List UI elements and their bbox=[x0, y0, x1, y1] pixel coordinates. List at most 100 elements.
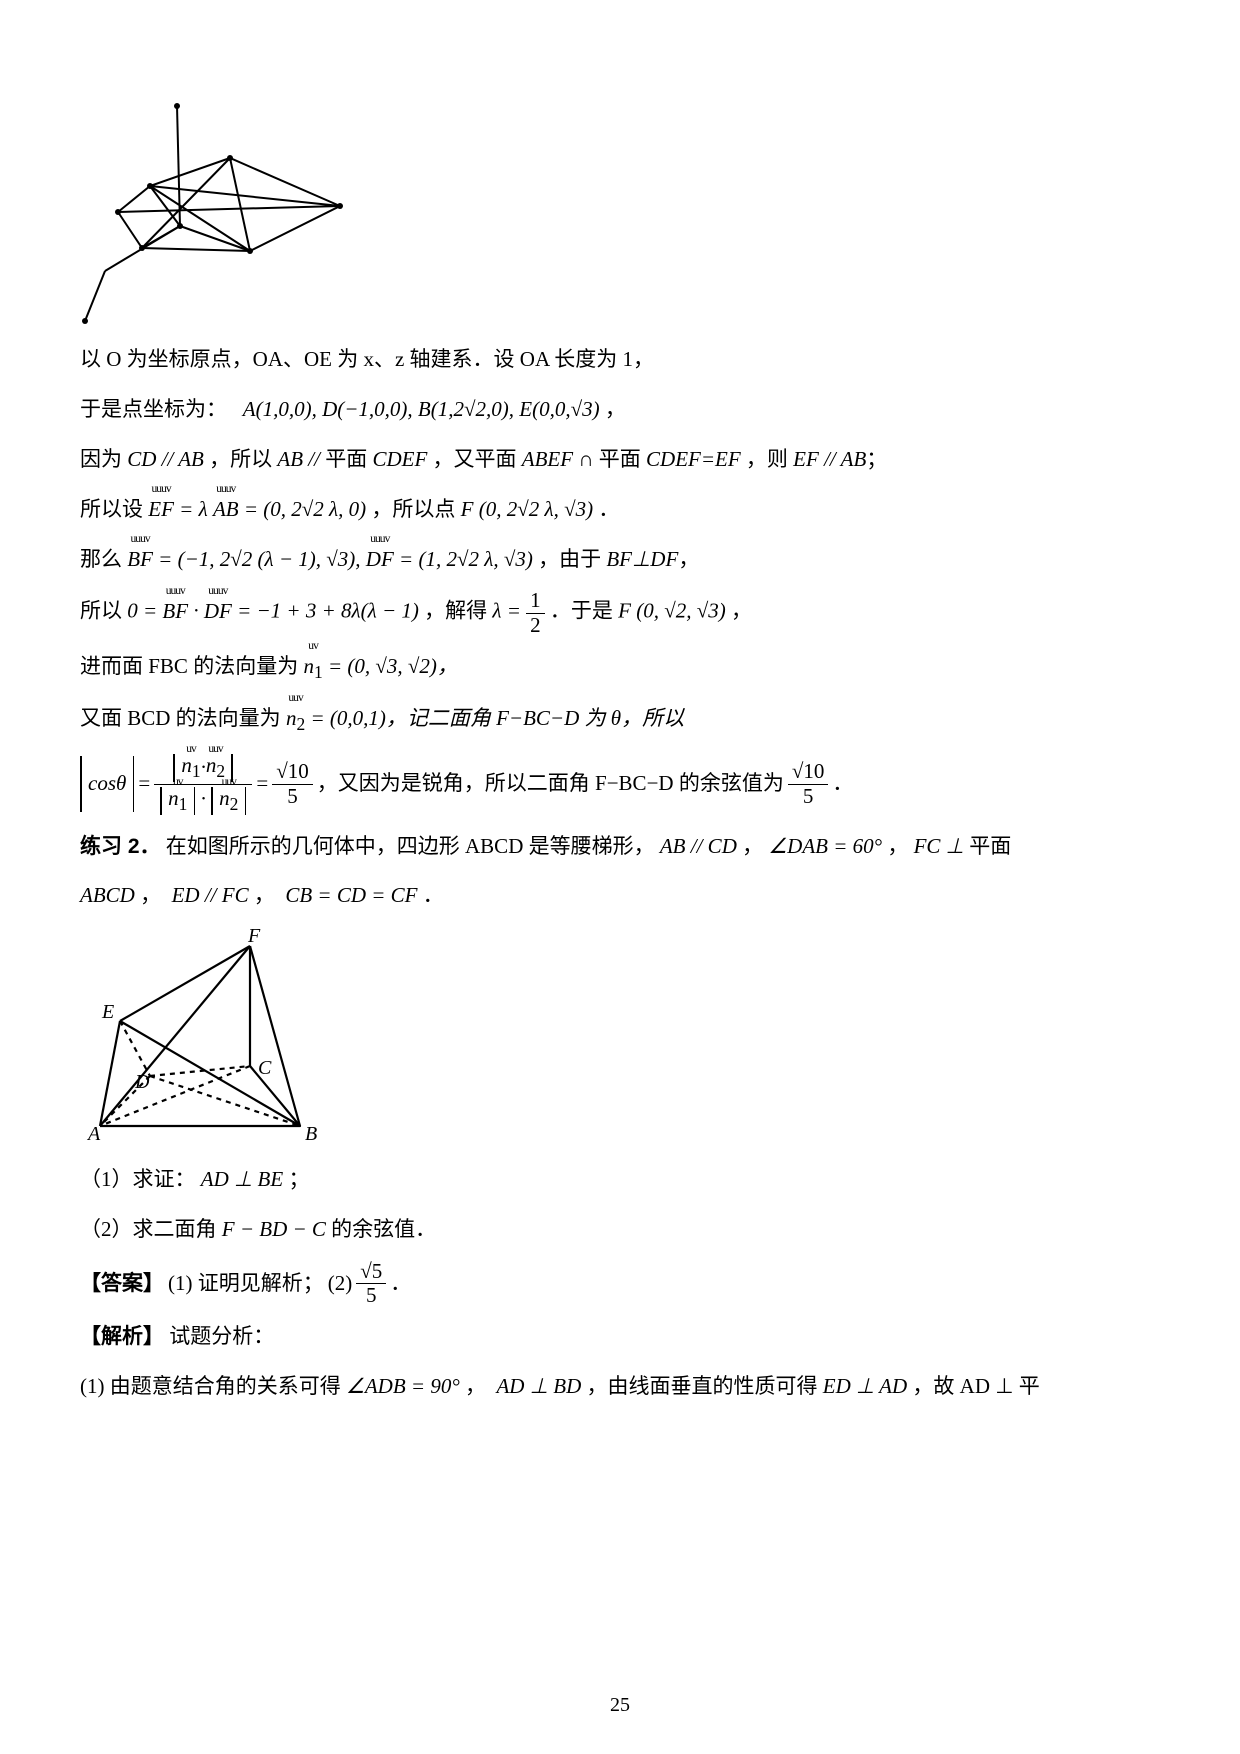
page-number: 25 bbox=[0, 1686, 1240, 1724]
q2-label: （2）求二面角 bbox=[80, 1217, 222, 1241]
ans-1: (1) 证明见解析； bbox=[168, 1264, 324, 1304]
geometry-figure-2: A B C D E F bbox=[80, 926, 340, 1146]
vec-EF: uuuvEF bbox=[148, 490, 174, 530]
para-so-set: 所以设 uuuvEF = λ uuuvAB = (0, 2√2 λ, 0) ，所… bbox=[80, 490, 1160, 530]
vec-DF2: uuuvDF bbox=[204, 592, 232, 632]
ans-2-pre: (2) bbox=[328, 1264, 353, 1304]
point-E: E(0,0,√3) bbox=[519, 397, 599, 421]
ex2-label: 练习 2． bbox=[80, 835, 161, 858]
question-1: （1）求证： AD ⊥ BE ； bbox=[80, 1160, 1160, 1200]
para-normal-fbc: 进而面 FBC 的法向量为 uvn1 = (0, √3, √2)， bbox=[80, 647, 1160, 689]
vec-n2: uuvn2 bbox=[286, 699, 305, 741]
svg-text:E: E bbox=[101, 1001, 114, 1023]
q2-tail: 的余弦值． bbox=[331, 1217, 436, 1241]
cdef: CDEF bbox=[372, 447, 427, 471]
ed-fc: ED // FC bbox=[172, 883, 249, 907]
cap: ∩ bbox=[578, 447, 593, 471]
para-solve-lambda: 所以 0 = uuuvBF · uuuvDF = −1 + 3 + 8λ(λ −… bbox=[80, 589, 1160, 636]
text: 平面 bbox=[325, 447, 372, 471]
vec-n1: uvn1 bbox=[303, 647, 322, 689]
comma: ， bbox=[887, 834, 908, 858]
text: 因为 bbox=[80, 447, 127, 471]
point-D: D(−1,0,0), bbox=[322, 397, 413, 421]
vec-DF: uuuvDF bbox=[366, 540, 394, 580]
df-val: = (1, 2√2 λ, √3) bbox=[399, 547, 533, 571]
num: √5 bbox=[356, 1260, 386, 1284]
comma: ， bbox=[140, 883, 161, 907]
ad-perp-bd: AD ⊥ BD bbox=[496, 1374, 581, 1398]
text: ，解得 bbox=[424, 599, 492, 623]
point-F2: F (0, √2, √3) bbox=[618, 599, 726, 623]
abef: ABEF bbox=[522, 447, 573, 471]
text: ．于是 bbox=[550, 599, 618, 623]
point-A: A(1,0,0), bbox=[243, 397, 317, 421]
text: ，由线面垂直的性质可得 bbox=[587, 1374, 823, 1398]
svg-text:A: A bbox=[86, 1123, 101, 1145]
frac-sqrt10-5: √10 5 bbox=[272, 760, 313, 807]
svg-text:D: D bbox=[134, 1071, 150, 1093]
figure-1 bbox=[80, 96, 1160, 326]
analysis-body: 试题分析： bbox=[169, 1324, 274, 1348]
angle-adb: ∠ADB = 90° bbox=[346, 1374, 460, 1398]
cb-cd-cf: CB = CD = CF bbox=[285, 883, 417, 907]
zero-eq: 0 = bbox=[127, 599, 162, 623]
eq: = λ bbox=[179, 497, 213, 521]
plane: 平面 bbox=[969, 834, 1011, 858]
n2-val: = (0,0,1)，记二面角 F−BC−D 为 θ，所以 bbox=[310, 706, 684, 730]
comma: ， bbox=[742, 834, 763, 858]
num: 1 bbox=[526, 589, 545, 613]
analysis-label: 【解析】 bbox=[80, 1324, 164, 1348]
comma: ， bbox=[465, 1374, 486, 1398]
cd-ab: CD // AB bbox=[127, 447, 204, 471]
cos-theta: cosθ bbox=[88, 764, 126, 804]
den: 5 bbox=[356, 1284, 386, 1307]
period: ． bbox=[832, 764, 853, 804]
n1-val: = (0, √3, √2)， bbox=[328, 654, 458, 678]
text: 又面 BCD 的法向量为 bbox=[80, 706, 286, 730]
den: 2 bbox=[526, 614, 545, 637]
text: 于是点坐标为： bbox=[80, 397, 227, 421]
text: ，又平面 bbox=[433, 447, 522, 471]
angle-dab: ∠DAB = 60° bbox=[768, 834, 882, 858]
vec-BF2: uuuvBF bbox=[162, 592, 188, 632]
ex2-body: 在如图所示的几何体中，四边形 ABCD 是等腰梯形， bbox=[166, 834, 655, 858]
geometry-figure-1 bbox=[80, 96, 380, 326]
ef-ab: EF // AB bbox=[793, 447, 866, 471]
den: 5 bbox=[272, 785, 313, 808]
figure-2: A B C D E F bbox=[80, 926, 1160, 1146]
ans-label: 【答案】 bbox=[80, 1264, 164, 1304]
para-normal-bcd: 又面 BCD 的法向量为 uuvn2 = (0,0,1)，记二面角 F−BC−D… bbox=[80, 699, 1160, 741]
svg-text:B: B bbox=[305, 1123, 317, 1145]
frac-half: 1 2 bbox=[526, 589, 545, 636]
text: (1) 由题意结合角的关系可得 bbox=[80, 1374, 346, 1398]
point-B: B(1,2√2,0), bbox=[418, 397, 514, 421]
exercise-2: 练习 2． 在如图所示的几何体中，四边形 ABCD 是等腰梯形， AB // C… bbox=[80, 827, 1160, 867]
bf-perp-df: BF⊥DF bbox=[606, 547, 678, 571]
comma: ， bbox=[731, 599, 752, 623]
period: ． bbox=[598, 497, 619, 521]
eq2: = bbox=[256, 764, 268, 804]
frac-n1n2: uvn1 · uuvn2 uvn1 · uuvn2 bbox=[154, 752, 252, 817]
analysis-line-1: (1) 由题意结合角的关系可得 ∠ADB = 90° ， AD ⊥ BD ，由线… bbox=[80, 1367, 1160, 1407]
fc-perp: FC ⊥ bbox=[914, 834, 970, 858]
text: 进而面 FBC 的法向量为 bbox=[80, 654, 303, 678]
exercise-2b: ABCD ， ED // FC ， CB = CD = CF ． bbox=[80, 876, 1160, 916]
lambda-eq: λ = bbox=[492, 599, 526, 623]
num: √10 bbox=[788, 760, 829, 784]
q1-label: （1）求证： bbox=[80, 1167, 196, 1191]
comma: ， bbox=[605, 397, 626, 421]
dot: · bbox=[193, 599, 204, 623]
text: ，所以点 bbox=[371, 497, 460, 521]
num: √10 bbox=[272, 760, 313, 784]
bf-val: = (−1, 2√2 (λ − 1), √3), bbox=[158, 547, 366, 571]
text: ，所以 bbox=[209, 447, 277, 471]
text: ，又因为是锐角，所以二面角 F−BC−D 的余弦值为 bbox=[317, 764, 784, 804]
question-2: （2）求二面角 F − BD − C 的余弦值． bbox=[80, 1210, 1160, 1250]
para-bf-df: 那么 uuuvBF = (−1, 2√2 (λ − 1), √3), uuuvD… bbox=[80, 540, 1160, 580]
text: 以 O 为坐标原点，OA、OE 为 x、z 轴建系．设 OA 长度为 1， bbox=[80, 347, 654, 371]
abs-cos: cosθ bbox=[80, 756, 134, 812]
text: 平面 bbox=[599, 447, 646, 471]
comma: ， bbox=[678, 547, 699, 571]
text: 那么 bbox=[80, 547, 127, 571]
vec-BF: uuuvBF bbox=[127, 540, 153, 580]
